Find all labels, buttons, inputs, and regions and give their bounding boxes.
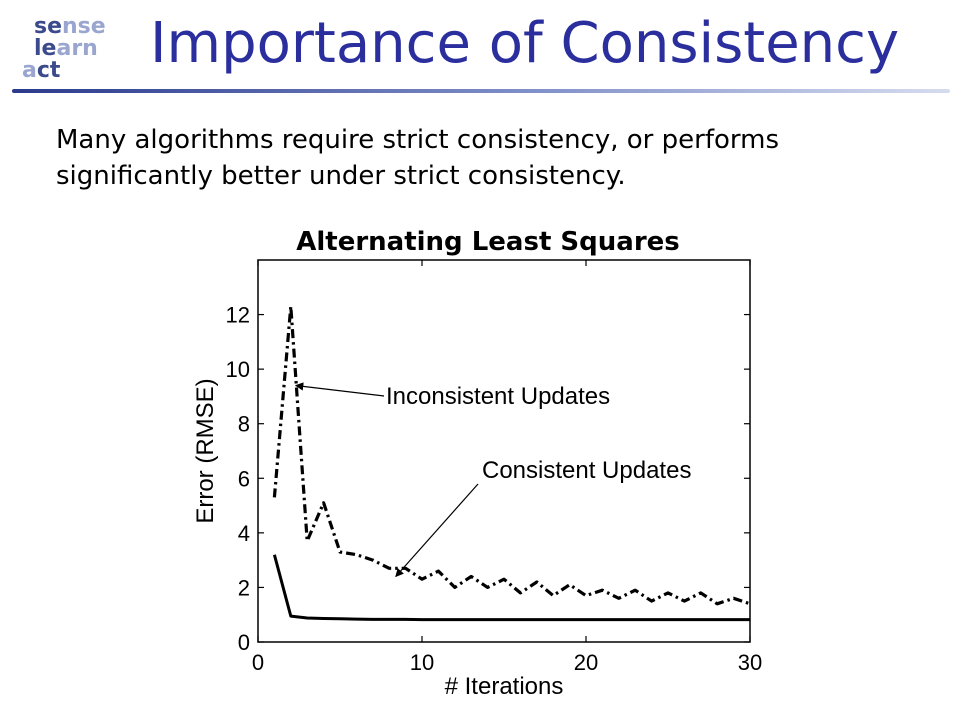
logo-text: se [34, 14, 63, 39]
annotation-label: Consistent Updates [482, 457, 691, 484]
annotation-label: Inconsistent Updates [386, 383, 610, 410]
sense-learn-act-logo: sense learn act [18, 16, 138, 88]
consistent-updates-series-line [272, 554, 750, 622]
y-axis-label: Error (RMSE) [192, 378, 219, 523]
y-tick-label: 0 [238, 630, 250, 655]
logo-line-sense: sense [34, 16, 106, 38]
y-tick-label: 6 [238, 466, 250, 491]
chart-title: Alternating Least Squares [296, 227, 680, 257]
x-tick-label: 0 [252, 650, 264, 675]
y-tick-label: 8 [238, 412, 250, 437]
x-tick-label: 30 [738, 650, 762, 675]
logo-text: ct [36, 58, 61, 83]
y-tick-label: 12 [226, 303, 250, 328]
logo-text: a [22, 58, 37, 83]
x-axis-label: # Iterations [445, 673, 564, 700]
plot-area-frame [257, 259, 751, 643]
title-underline [12, 89, 950, 93]
x-tick-label: 10 [410, 650, 434, 675]
y-tick-label: 2 [238, 575, 250, 600]
annotation-arrow [294, 382, 385, 397]
y-tick-label: 10 [226, 357, 250, 382]
logo-line-learn: learn [34, 38, 98, 60]
annotation-arrow [395, 483, 479, 578]
slide-body-text: Many algorithms require strict consisten… [56, 125, 779, 191]
logo-text: nse [62, 14, 106, 39]
y-tick-label: 4 [238, 521, 250, 546]
logo-text: arn [56, 36, 98, 61]
x-tick-label: 20 [574, 650, 598, 675]
inconsistent-updates-series-line [272, 304, 751, 606]
logo-line-act: act [22, 60, 60, 82]
slide-title: Importance of Consistency [150, 11, 900, 76]
logo-text: le [34, 36, 57, 61]
